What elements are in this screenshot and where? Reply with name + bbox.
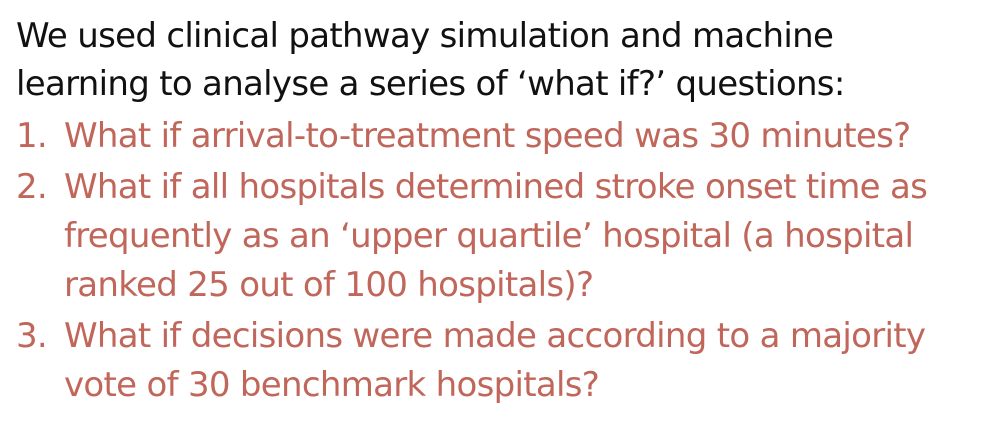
slide-content: We used clinical pathway simulation and … [16,12,1001,412]
question-number: 1. [16,116,48,156]
question-text: What if arrival-to-treatment speed was 3… [64,116,911,156]
question-item-3: 3. What if decisions were made according… [16,312,1001,410]
question-number: 3. [16,316,48,356]
intro-line-2: learning to analyse a series of ‘what if… [16,64,845,104]
question-text: What if decisions were made according to… [64,316,926,405]
question-number: 2. [16,167,48,207]
question-item-1: 1. What if arrival-to-treatment speed wa… [16,112,1001,161]
question-text: What if all hospitals determined stroke … [64,167,928,305]
intro-text: We used clinical pathway simulation and … [16,12,1001,108]
questions-list: 1. What if arrival-to-treatment speed wa… [16,112,1001,410]
question-item-2: 2. What if all hospitals determined stro… [16,163,1001,310]
intro-line-1: We used clinical pathway simulation and … [16,16,834,56]
